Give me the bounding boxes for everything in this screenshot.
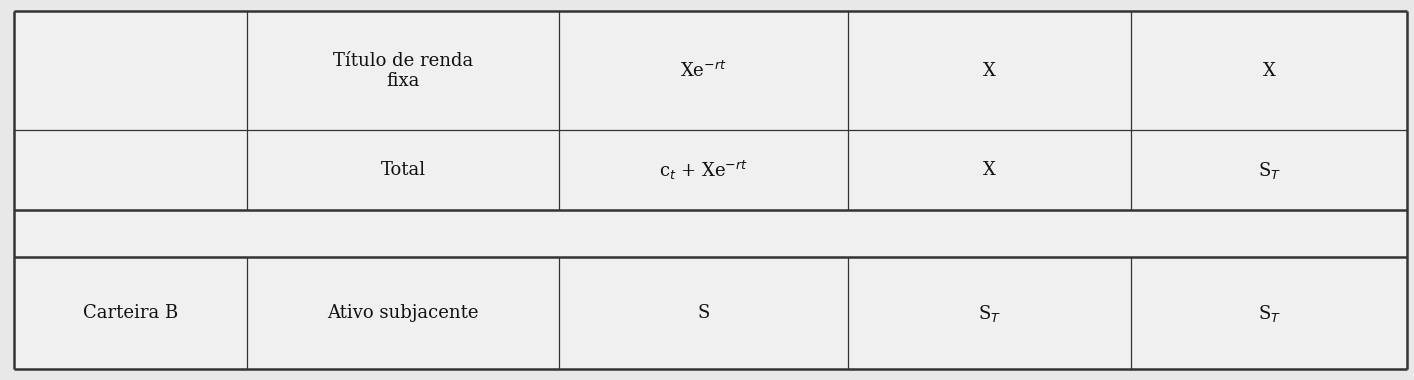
- Text: S: S: [697, 304, 710, 322]
- Text: Xe$^{-rt}$: Xe$^{-rt}$: [680, 61, 727, 81]
- Text: Ativo subjacente: Ativo subjacente: [327, 304, 479, 322]
- Text: Total: Total: [380, 161, 426, 179]
- Text: S$_T$: S$_T$: [978, 302, 1001, 323]
- Text: c$_t$ + Xe$^{-rt}$: c$_t$ + Xe$^{-rt}$: [659, 158, 748, 182]
- Text: Carteira B: Carteira B: [83, 304, 178, 322]
- Text: S$_T$: S$_T$: [1257, 302, 1281, 323]
- Text: S$_T$: S$_T$: [1257, 160, 1281, 180]
- Text: X: X: [1263, 62, 1275, 80]
- Text: Título de renda
fixa: Título de renda fixa: [332, 52, 474, 90]
- Text: X: X: [983, 161, 997, 179]
- Text: X: X: [983, 62, 997, 80]
